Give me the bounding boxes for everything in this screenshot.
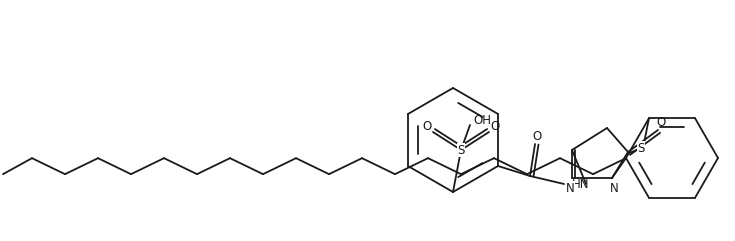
Text: O: O [490, 120, 500, 134]
Text: O: O [532, 129, 542, 142]
Text: OH: OH [473, 114, 491, 127]
Text: O: O [423, 120, 431, 134]
Text: N: N [609, 181, 618, 194]
Text: N: N [566, 181, 574, 194]
Text: S: S [457, 143, 465, 156]
Text: S: S [637, 142, 645, 155]
Text: HN: HN [572, 178, 589, 190]
Text: O: O [656, 115, 666, 128]
